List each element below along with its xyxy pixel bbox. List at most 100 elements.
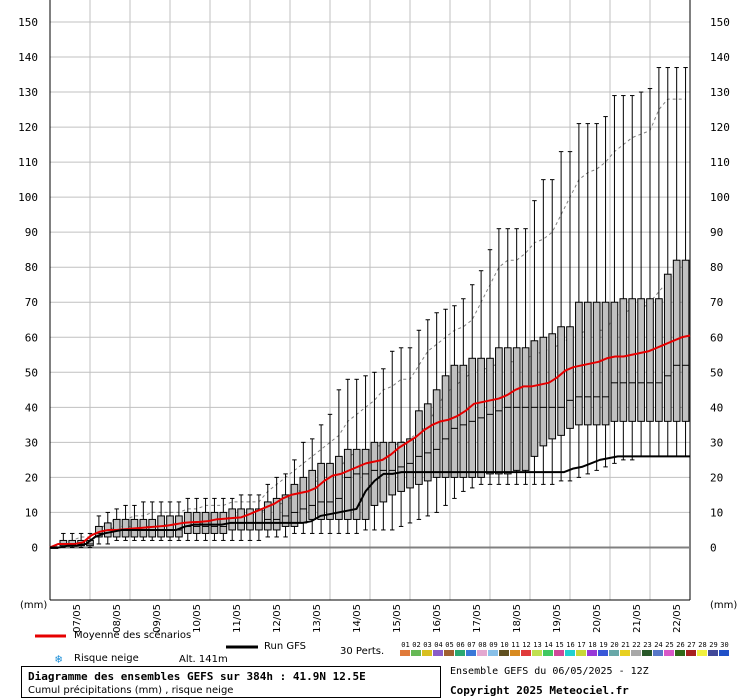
box-iqr xyxy=(548,333,557,440)
box-iqr xyxy=(637,298,645,422)
pert-swatch xyxy=(653,650,663,656)
box-plot xyxy=(272,476,281,538)
box-plot xyxy=(139,501,148,541)
box-plot xyxy=(548,179,557,485)
pert-swatch xyxy=(719,650,729,656)
y-tick-label: 60 xyxy=(25,331,38,344)
box-iqr xyxy=(681,259,690,422)
box-plot xyxy=(166,501,174,541)
y-tick-label: 130 xyxy=(710,86,730,99)
box-iqr xyxy=(175,515,183,538)
box-plot xyxy=(655,67,663,457)
pert-number: 23 xyxy=(643,641,651,649)
pert-number: 28 xyxy=(698,641,706,649)
pert-number: 17 xyxy=(577,641,585,649)
altitude-label: Alt. 141m xyxy=(179,654,228,665)
x-tick-label: 10/05 xyxy=(192,604,203,633)
pert-swatch xyxy=(543,650,553,656)
y-tick-label: 100 xyxy=(710,191,730,204)
y-tick-label: 90 xyxy=(710,226,723,239)
diagram-subtitle: Cumul précipitations (mm) , risque neige xyxy=(28,685,234,696)
box-iqr xyxy=(388,441,397,496)
x-tick-label: 22/05 xyxy=(672,604,683,633)
x-tick-label: 15/05 xyxy=(392,604,403,633)
box-plot xyxy=(335,389,343,534)
pert-swatch xyxy=(510,650,520,656)
pert-number: 18 xyxy=(588,641,596,649)
y-tick-label: 20 xyxy=(710,471,723,484)
box-plot xyxy=(406,347,414,524)
box-plot xyxy=(255,494,263,541)
pert-number: 09 xyxy=(489,641,497,649)
y-axis-left: 0 10 20 30 40 50 60 70 80 90 100 110 120 130 140 150 xyxy=(18,16,38,554)
pert-number: 26 xyxy=(676,641,684,649)
pert-swatch xyxy=(455,650,465,656)
y-tick-label: 30 xyxy=(25,436,38,449)
box-iqr xyxy=(246,508,254,531)
series-line xyxy=(50,455,690,549)
y-tick-label: 50 xyxy=(25,366,38,379)
x-tick-label: 21/05 xyxy=(632,604,643,633)
unit-right-label: (mm) xyxy=(710,600,738,611)
diagram-title: Diagramme des ensembles GEFS sur 384h : … xyxy=(28,670,366,683)
y-tick-label: 50 xyxy=(710,366,723,379)
pert-swatch xyxy=(477,650,487,656)
box-iqr xyxy=(468,357,477,478)
box-plot xyxy=(628,95,637,461)
box-iqr xyxy=(272,497,281,531)
box-plot xyxy=(486,249,494,485)
box-plot xyxy=(539,179,548,485)
box-plot xyxy=(175,501,183,541)
box-plot xyxy=(263,483,272,538)
box-iqr xyxy=(539,336,548,447)
y-tick-label: 150 xyxy=(710,16,730,29)
y-tick-label: 80 xyxy=(25,261,38,274)
pert-number: 07 xyxy=(467,641,475,649)
pert-swatch xyxy=(686,650,696,656)
pert-swatch xyxy=(576,650,586,656)
pert-swatch xyxy=(598,650,608,656)
pert-swatch xyxy=(554,650,564,656)
x-axis-labels: 07/05 08/05 09/05 10/05 11/05 12/05 13/05 14/05… xyxy=(72,604,683,633)
box-iqr xyxy=(663,273,672,422)
box-iqr xyxy=(343,448,352,520)
pert-number: 10 xyxy=(500,641,508,649)
box-iqr xyxy=(255,508,263,531)
y-tick-label: 100 xyxy=(18,191,38,204)
box-iqr xyxy=(210,511,219,534)
pert-number: 05 xyxy=(445,641,453,649)
pert-swatch xyxy=(532,650,542,656)
y-tick-label: 30 xyxy=(710,436,723,449)
pert-number: 06 xyxy=(456,641,464,649)
x-tick-label: 18/05 xyxy=(512,604,523,633)
box-iqr xyxy=(557,326,565,436)
box-iqr xyxy=(619,298,628,422)
box-plot xyxy=(290,459,299,534)
y-tick-label: 120 xyxy=(710,121,730,134)
box-plot xyxy=(281,473,290,538)
pert-number: 16 xyxy=(566,641,574,649)
perturbations-label: 30 Perts. xyxy=(340,646,385,657)
box-plot xyxy=(95,515,103,545)
box-plot xyxy=(148,501,157,541)
pert-number: 12 xyxy=(522,641,530,649)
pert-swatch xyxy=(521,650,531,656)
pert-number: 30 xyxy=(720,641,728,649)
pert-swatch xyxy=(400,650,410,656)
box-plot xyxy=(246,494,254,541)
legend-snow-label: Risque neige xyxy=(74,653,139,664)
box-plot xyxy=(201,497,210,541)
unit-left-label: (mm) xyxy=(20,600,48,611)
box-iqr xyxy=(370,441,379,506)
box-plot xyxy=(157,501,165,541)
box-iqr xyxy=(361,448,370,520)
y-tick-label: 140 xyxy=(18,51,38,64)
legend-graphics: 01 02 03 04 05 06 07 08 09 10 11 12 13 14 15 16 17 18 19 20… xyxy=(35,634,729,656)
pert-number: 01 xyxy=(401,641,409,649)
box-plot xyxy=(503,228,512,485)
pert-number: 04 xyxy=(434,641,442,649)
box-plot xyxy=(619,95,628,461)
box-plot xyxy=(637,91,645,457)
percentile-line xyxy=(54,98,686,548)
